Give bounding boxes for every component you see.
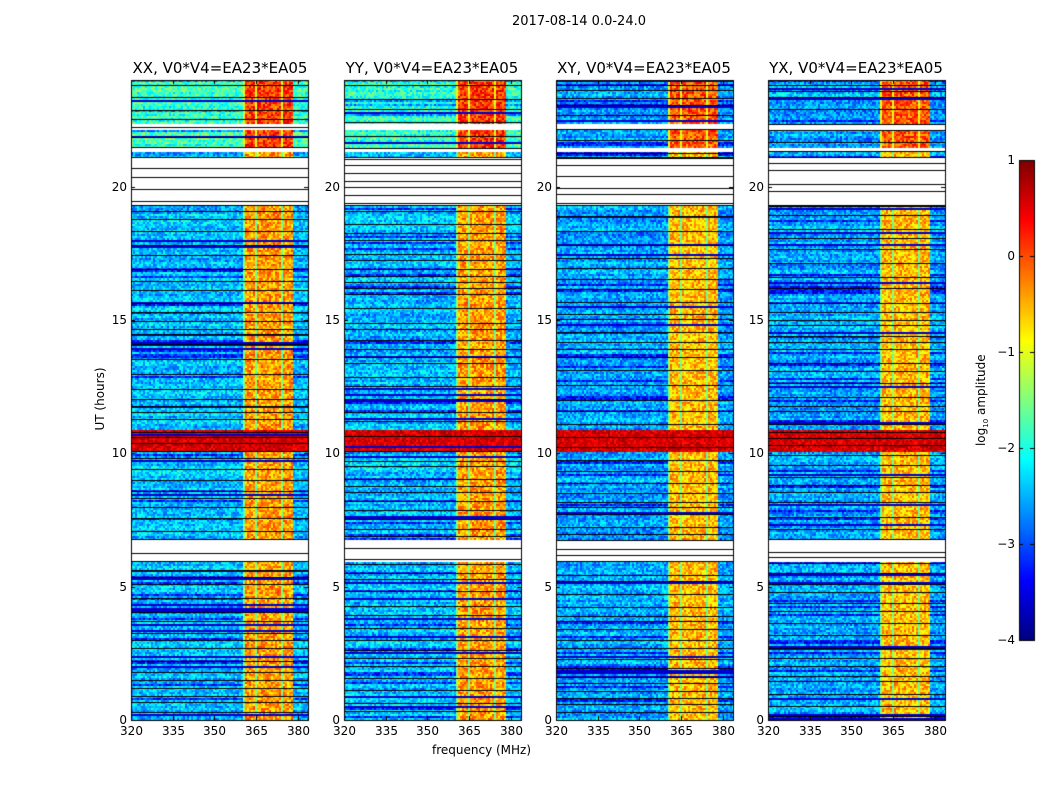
y-tick-label: 15 <box>536 312 552 327</box>
colorbar-label-rest: amplitude <box>973 354 988 419</box>
x-tick-label: 365 <box>245 724 268 738</box>
x-tick-label: 380 <box>924 724 947 738</box>
x-tick-label: 335 <box>799 724 822 738</box>
x-tick-label: 335 <box>375 724 398 738</box>
y-tick-label: 15 <box>324 312 340 327</box>
panel-title-yy: YY, V0*V4=EA23*EA05 <box>345 59 519 77</box>
x-tick-label: 380 <box>287 724 310 738</box>
x-tick-label: 320 <box>120 724 143 738</box>
figure-title: 2017-08-14 0.0-24.0 <box>512 14 646 29</box>
y-tick-label: 10 <box>748 445 764 460</box>
y-axis-label: UT (hours) <box>93 367 107 431</box>
x-axis-label: frequency (MHz) <box>432 743 532 757</box>
y-tick-label: 20 <box>748 179 764 194</box>
panel-title-yx: YX, V0*V4=EA23*EA05 <box>769 59 943 77</box>
x-tick-label: 320 <box>757 724 780 738</box>
colorbar-tick-label: −3 <box>997 536 1015 551</box>
colorbar-tick-label: −2 <box>997 440 1015 455</box>
y-tick-label: 0 <box>119 712 127 727</box>
y-tick-label: 10 <box>536 445 552 460</box>
y-tick-label: 0 <box>756 712 764 727</box>
x-tick-label: 350 <box>628 724 651 738</box>
panel-title-xy: XY, V0*V4=EA23*EA05 <box>557 59 731 77</box>
y-tick-label: 10 <box>111 445 127 460</box>
x-tick-label: 320 <box>545 724 568 738</box>
x-tick-label: 365 <box>882 724 905 738</box>
colorbar-tick-label: 0 <box>1007 248 1015 263</box>
colorbar-label-sub: 10 <box>982 418 991 428</box>
panel-title-xx: XX, V0*V4=EA23*EA05 <box>132 59 308 77</box>
y-tick-label: 5 <box>332 579 340 594</box>
x-tick-label: 365 <box>458 724 481 738</box>
colorbar-label: log10 amplitude <box>974 350 990 450</box>
colorbar-tick-label: −1 <box>997 344 1015 359</box>
y-tick-label: 20 <box>111 179 127 194</box>
x-tick-label: 335 <box>162 724 185 738</box>
y-tick-label: 5 <box>544 579 552 594</box>
y-tick-label: 0 <box>332 712 340 727</box>
x-tick-label: 335 <box>587 724 610 738</box>
colorbar-tick-label: −4 <box>997 632 1015 647</box>
x-tick-label: 350 <box>840 724 863 738</box>
y-tick-label: 10 <box>324 445 340 460</box>
x-tick-label: 380 <box>500 724 523 738</box>
y-tick-label: 0 <box>544 712 552 727</box>
colorbar-tick-label: 1 <box>1007 152 1015 167</box>
x-tick-label: 380 <box>712 724 735 738</box>
y-tick-label: 20 <box>536 179 552 194</box>
y-tick-label: 5 <box>756 579 764 594</box>
y-tick-label: 5 <box>119 579 127 594</box>
y-tick-label: 15 <box>111 312 127 327</box>
y-tick-label: 15 <box>748 312 764 327</box>
x-tick-label: 320 <box>333 724 356 738</box>
y-tick-label: 20 <box>324 179 340 194</box>
x-tick-label: 365 <box>670 724 693 738</box>
x-tick-label: 350 <box>416 724 439 738</box>
x-tick-label: 350 <box>203 724 226 738</box>
